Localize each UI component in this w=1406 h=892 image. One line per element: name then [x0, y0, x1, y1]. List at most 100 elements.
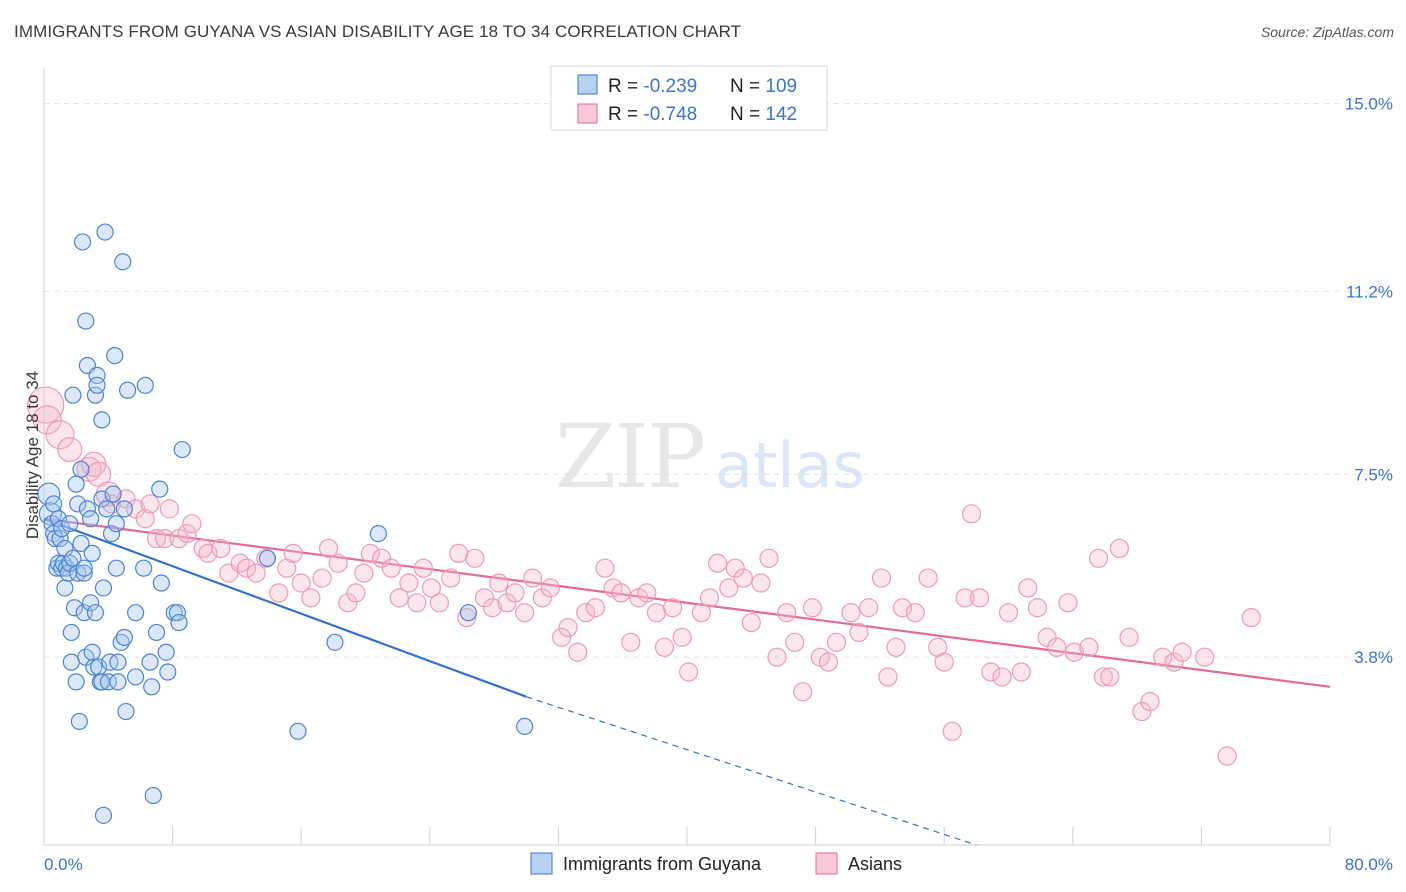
- asians-point: [725, 558, 745, 578]
- guyana-point: [459, 604, 477, 622]
- asians-point: [198, 543, 218, 563]
- asians-point: [429, 593, 450, 613]
- asians-point: [679, 662, 699, 682]
- guyana-point: [258, 549, 277, 567]
- asians-point: [992, 667, 1012, 687]
- asians-point: [407, 593, 427, 613]
- asians-point: [793, 682, 813, 702]
- asians-point: [1100, 667, 1120, 687]
- guyana-point: [106, 347, 124, 365]
- guyana-point: [151, 480, 169, 498]
- asians-point: [595, 558, 615, 578]
- asians-point: [515, 603, 535, 623]
- svg-text:R = -0.748: R = -0.748: [608, 104, 697, 125]
- guyana-point: [49, 510, 68, 528]
- asians-point: [1119, 627, 1139, 647]
- guyana-point: [94, 579, 113, 597]
- asians-point: [621, 632, 641, 652]
- guyana-point: [83, 643, 101, 661]
- guyana-point: [99, 673, 117, 691]
- asians-point: [532, 588, 552, 608]
- watermark-atlas: atlas: [715, 429, 865, 502]
- guyana-point: [61, 515, 79, 533]
- guyana-point: [173, 440, 191, 459]
- asians-point: [497, 593, 517, 613]
- guyana-point: [83, 544, 101, 562]
- x-tick-labels: 0.0% 80.0%: [44, 855, 1393, 874]
- asians-point: [1172, 642, 1192, 662]
- asians-point: [918, 568, 938, 588]
- guyana-point: [82, 594, 100, 612]
- legend-n-value-2: 142: [765, 104, 797, 125]
- asians-point: [785, 632, 805, 652]
- guyana-point: [516, 717, 534, 735]
- guyana-point: [67, 673, 85, 691]
- asians-point: [1109, 538, 1130, 559]
- asians-point: [449, 543, 469, 563]
- guyana-point: [98, 500, 116, 518]
- asians-point: [318, 538, 339, 559]
- asians-point: [27, 386, 65, 424]
- legend-box: R = -0.239 N = 109 R = -0.748 N = 142: [550, 65, 828, 131]
- asians-point: [859, 598, 879, 618]
- guyana-point: [70, 712, 88, 731]
- asians-point: [505, 583, 525, 603]
- guyana-point: [65, 599, 84, 617]
- guyana-point: [127, 604, 145, 622]
- asians-point: [371, 548, 392, 568]
- asians-point: [878, 667, 898, 687]
- asians-point: [523, 568, 543, 588]
- bottom-legend-label-guyana: Immigrants from Guyana: [563, 854, 762, 874]
- asians-point: [741, 612, 761, 633]
- asians-point: [1132, 701, 1152, 722]
- asians-point: [211, 538, 231, 559]
- guyana-point: [78, 500, 97, 518]
- asians-point: [886, 637, 906, 657]
- guyana-point: [114, 253, 132, 271]
- asians-point: [283, 543, 303, 563]
- asians-point: [474, 588, 495, 608]
- asians-point: [236, 558, 257, 578]
- asians-point: [777, 603, 797, 623]
- asians-point: [269, 583, 289, 603]
- guyana-point: [96, 223, 114, 241]
- asians-point: [934, 652, 954, 672]
- guyana-point: [93, 490, 111, 508]
- guyana-point: [141, 653, 159, 671]
- asians-point: [646, 603, 667, 623]
- guyana-point: [62, 623, 80, 642]
- chart-title: IMMIGRANTS FROM GUYANA VS ASIAN DISABILI…: [14, 22, 742, 41]
- guyana-point: [369, 524, 387, 543]
- asians-point: [1140, 692, 1160, 712]
- guyana-point: [143, 678, 161, 696]
- asians-point: [328, 553, 348, 573]
- asians-point: [611, 583, 631, 603]
- guyana-point: [326, 633, 344, 651]
- guyana-point: [112, 633, 130, 651]
- guyana-point: [88, 366, 106, 385]
- guyana-point: [170, 613, 188, 632]
- guyana-point: [62, 653, 80, 671]
- guyana-point: [37, 482, 61, 506]
- asians-point: [135, 509, 155, 529]
- asians-point: [246, 563, 266, 583]
- trend-lines: [43, 517, 1331, 846]
- svg-text:R = -0.239: R = -0.239: [608, 76, 697, 97]
- asians-point: [841, 603, 861, 623]
- guyana-point: [107, 559, 125, 577]
- bottom-legend-swatch-guyana: [530, 852, 553, 875]
- y-tick-label: 3.8%: [1354, 648, 1393, 667]
- asians-point: [540, 578, 560, 598]
- guyana-point: [144, 786, 162, 805]
- legend-swatch-guyana: [577, 74, 598, 95]
- asians-point: [146, 528, 167, 549]
- asians-point: [291, 573, 311, 593]
- asians-point: [585, 598, 605, 618]
- guyana-trend-extension: [526, 696, 977, 846]
- watermark-zip: ZIP: [555, 405, 704, 508]
- asians-point: [1217, 746, 1237, 766]
- bottom-legend-label-asians: Asians: [848, 854, 902, 874]
- asians-point: [699, 588, 720, 608]
- asians-point: [1195, 647, 1215, 667]
- asians-point: [441, 568, 461, 588]
